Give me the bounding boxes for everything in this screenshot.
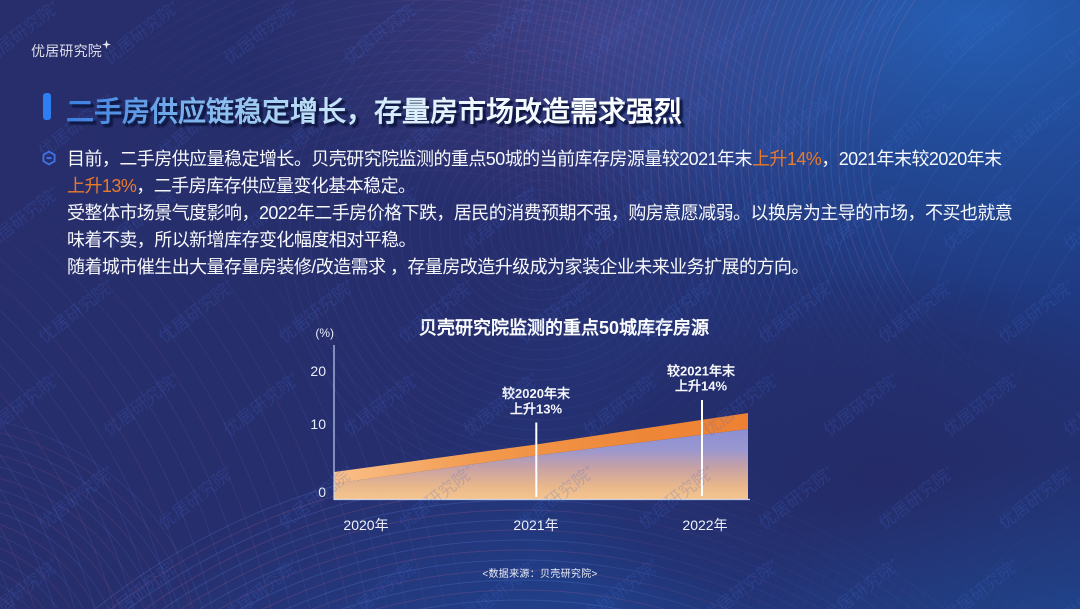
svg-text:优居研究院+: 优居研究院+ [995, 462, 1078, 533]
svg-text:优居研究院+: 优居研究院+ [580, 0, 663, 68]
svg-text:优居研究院+: 优居研究院+ [635, 462, 718, 533]
svg-text:优居研究院+: 优居研究院+ [515, 276, 598, 347]
svg-text:优居研究院+: 优居研究院+ [100, 0, 183, 68]
svg-text:2022年: 2022年 [682, 517, 727, 533]
svg-text:优居研究院+: 优居研究院+ [100, 555, 183, 609]
svg-text:优居研究院+: 优居研究院+ [0, 555, 63, 609]
svg-text:优居研究院+: 优居研究院+ [460, 555, 543, 609]
svg-text:优居研究院+: 优居研究院+ [1060, 0, 1080, 68]
svg-text:20: 20 [310, 363, 326, 379]
svg-text:较2021年末: 较2021年末 [667, 364, 736, 379]
svg-text:优居研究院+: 优居研究院+ [875, 462, 958, 533]
svg-text:优居研究院+: 优居研究院+ [100, 369, 183, 440]
svg-text:优居研究院+: 优居研究院+ [940, 369, 1023, 440]
svg-text:优居研究院+: 优居研究院+ [1060, 555, 1080, 609]
svg-text:优居研究院+: 优居研究院+ [580, 369, 663, 440]
svg-text:优居研究院+: 优居研究院+ [580, 555, 663, 609]
svg-text:优居研究院+: 优居研究院+ [460, 369, 543, 440]
svg-text:优居研究院+: 优居研究院+ [515, 462, 598, 533]
svg-text:优居研究院+: 优居研究院+ [755, 462, 838, 533]
svg-text:优居研究院+: 优居研究院+ [220, 369, 303, 440]
svg-text:优居研究院+: 优居研究院+ [35, 462, 118, 533]
svg-text:优居研究院+: 优居研究院+ [755, 276, 838, 347]
svg-text:优居研究院+: 优居研究院+ [700, 555, 783, 609]
svg-text:优居研究院+: 优居研究院+ [0, 183, 63, 254]
svg-text:优居研究院+: 优居研究院+ [700, 369, 783, 440]
svg-text:优居研究院+: 优居研究院+ [340, 369, 423, 440]
svg-text:上升13%: 上升13% [510, 402, 562, 417]
svg-text:优居研究院+: 优居研究院+ [340, 0, 423, 68]
svg-text:优居研究院+: 优居研究院+ [220, 0, 303, 68]
svg-text:优居研究院+: 优居研究院+ [820, 555, 903, 609]
svg-text:2020年: 2020年 [343, 517, 388, 533]
svg-text:优居研究院+: 优居研究院+ [0, 369, 63, 440]
svg-text:优居研究院+: 优居研究院+ [940, 555, 1023, 609]
svg-text:优居研究院+: 优居研究院+ [155, 462, 238, 533]
svg-text:优居研究院+: 优居研究院+ [35, 276, 118, 347]
svg-text:优居研究院+: 优居研究院+ [340, 555, 423, 609]
svg-text:优居研究院+: 优居研究院+ [460, 0, 543, 68]
svg-text:优居研究院+: 优居研究院+ [820, 0, 903, 68]
svg-text:(%): (%) [315, 326, 334, 340]
svg-text:优居研究院+: 优居研究院+ [940, 0, 1023, 68]
svg-text:优居研究院+: 优居研究院+ [995, 276, 1078, 347]
svg-text:优居研究院+: 优居研究院+ [395, 462, 478, 533]
svg-text:优居研究院+: 优居研究院+ [635, 276, 718, 347]
svg-text:贝壳研究院监测的重点50城库存房源: 贝壳研究院监测的重点50城库存房源 [419, 317, 709, 338]
svg-text:优居研究院+: 优居研究院+ [275, 276, 358, 347]
svg-text:2021年: 2021年 [513, 517, 558, 533]
svg-text:0: 0 [318, 484, 326, 500]
svg-text:优居研究院+: 优居研究院+ [395, 276, 478, 347]
svg-text:优居研究院+: 优居研究院+ [995, 90, 1078, 161]
svg-text:优居研究院+: 优居研究院+ [1060, 369, 1080, 440]
svg-text:优居研究院+: 优居研究院+ [700, 0, 783, 68]
svg-text:较2020年末: 较2020年末 [502, 386, 571, 401]
svg-text:10: 10 [310, 416, 326, 432]
svg-text:优居研究院+: 优居研究院+ [275, 462, 358, 533]
svg-text:优居研究院+: 优居研究院+ [1060, 183, 1080, 254]
svg-text:上升14%: 上升14% [675, 379, 727, 394]
svg-text:优居研究院+: 优居研究院+ [820, 369, 903, 440]
svg-text:优居研究院+: 优居研究院+ [875, 276, 958, 347]
svg-text:优居研究院+: 优居研究院+ [155, 276, 238, 347]
svg-text:优居研究院+: 优居研究院+ [220, 555, 303, 609]
